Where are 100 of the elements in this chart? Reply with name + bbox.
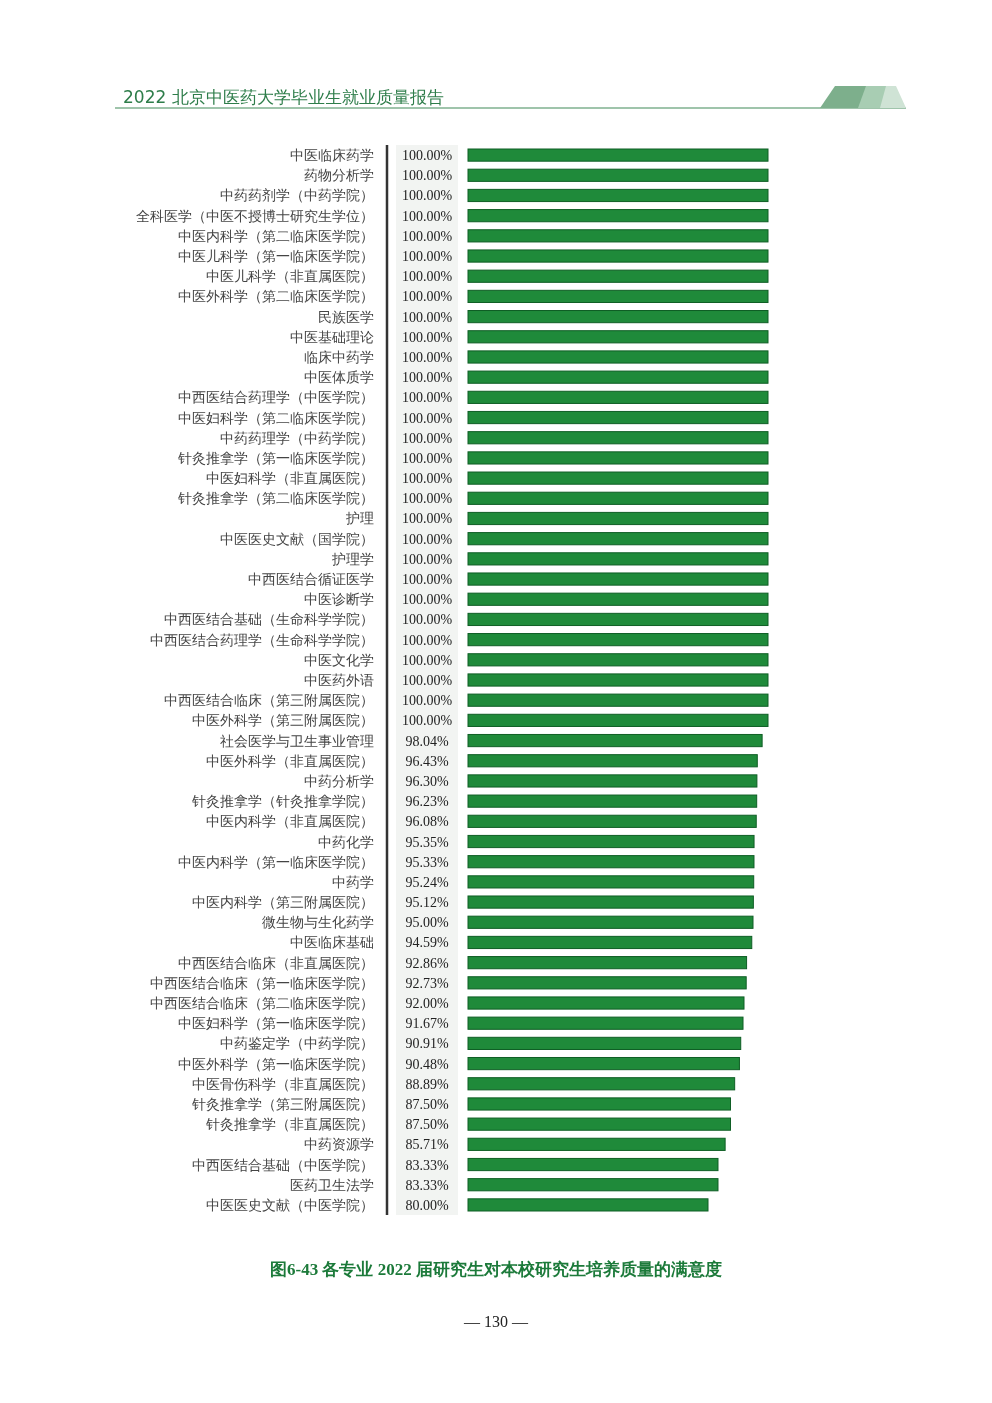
y-tick-label: 民族医学 — [318, 308, 374, 325]
y-tick-label: 社会医学与卫生事业管理 — [220, 732, 374, 749]
data-label: 100.00% — [401, 289, 453, 305]
data-label: 95.24% — [405, 874, 449, 890]
data-label: 92.86% — [405, 955, 449, 971]
y-tick-label: 中药资源学 — [304, 1136, 374, 1153]
y-tick-label: 中医内科学（第一临床医学院） — [178, 853, 374, 870]
y-tick-label: 中医妇科学（非直属医院） — [206, 470, 374, 487]
y-tick-label: 针灸推拿学（第一临床医学院） — [177, 449, 374, 466]
data-label: 88.89% — [405, 1076, 449, 1092]
y-tick-label: 针灸推拿学（第二临床医学院） — [177, 490, 374, 507]
data-label: 80.00% — [405, 1197, 449, 1213]
data-label: 100.00% — [401, 612, 453, 628]
data-label: 100.00% — [401, 349, 453, 365]
data-label: 83.33% — [405, 1177, 449, 1193]
data-label: 96.30% — [405, 773, 449, 789]
y-tick-label: 中药学 — [332, 873, 374, 890]
data-label: 90.91% — [405, 1036, 449, 1052]
data-label: 100.00% — [401, 632, 453, 648]
y-tick-label: 中药药理学（中药学院） — [220, 429, 374, 446]
data-label: 100.00% — [401, 551, 453, 567]
y-tick-label: 中医外科学（非直属医院） — [206, 752, 374, 769]
y-tick-label: 微生物与生化药学 — [262, 914, 374, 931]
data-label: 100.00% — [401, 148, 453, 164]
y-tick-label: 中西医结合临床（第三附属医院） — [164, 692, 374, 709]
data-label: 95.00% — [405, 915, 449, 931]
data-label: 100.00% — [401, 208, 453, 224]
data-label: 100.00% — [401, 531, 453, 547]
data-label: 92.00% — [405, 996, 449, 1012]
data-label: 100.00% — [401, 228, 453, 244]
y-tick-label: 中医药外语 — [304, 672, 374, 688]
data-label: 100.00% — [401, 168, 453, 184]
y-tick-label: 中医外科学（第三附属医院） — [192, 712, 374, 729]
text: — 130 — — [463, 1313, 529, 1330]
y-tick-label: 针灸推拿学（非直属医院） — [205, 1116, 374, 1133]
y-tick-label: 中药化学 — [318, 833, 374, 850]
header: 2022 北京中医药大学毕业生就业质量报告 — [123, 87, 444, 107]
data-label: 100.00% — [401, 693, 453, 709]
data-label: 100.00% — [401, 471, 453, 487]
data-label: 100.00% — [401, 430, 453, 446]
y-tick-label: 全科医学（中医不授博士研究生学位） — [136, 207, 374, 224]
data-label: 100.00% — [401, 249, 453, 265]
data-label: 90.48% — [405, 1056, 449, 1072]
y-tick-label: 中医外科学（第二临床医学院） — [178, 288, 374, 305]
y-tick-label: 中医诊断学 — [304, 591, 374, 608]
y-tick-label: 医药卫生法学 — [290, 1176, 374, 1193]
data-label: 92.73% — [405, 975, 449, 991]
data-label: 100.00% — [401, 592, 453, 608]
data-label: 100.00% — [401, 188, 453, 204]
y-tick-label: 中医临床基础 — [290, 934, 374, 951]
data-label: 95.12% — [405, 895, 449, 911]
data-label: 100.00% — [401, 491, 453, 507]
y-tick-label: 中医文化学 — [304, 651, 374, 668]
y-tick-label: 中医基础理论 — [290, 328, 374, 345]
data-label: 87.50% — [405, 1096, 449, 1112]
data-label: 83.33% — [405, 1157, 449, 1173]
data-label: 100.00% — [401, 713, 453, 729]
y-tick-label: 中医骨伤科学（非直属医院） — [192, 1075, 374, 1092]
title: 图6-43 各专业 2022 届研究生对本校研究生培养质量的满意度 — [270, 1260, 722, 1279]
y-tick-label: 中医外科学（第一临床医学院） — [178, 1055, 374, 1072]
data-label: 100.00% — [401, 450, 453, 466]
data-label: 95.35% — [405, 834, 449, 850]
data-label: 100.00% — [401, 309, 453, 325]
y-tick-label: 中西医结合药理学（生命科学学院） — [150, 631, 374, 648]
y-tick-label: 中医儿科学（第一临床医学院） — [178, 248, 374, 265]
data-label: 98.04% — [405, 733, 449, 749]
data-label: 96.43% — [405, 753, 449, 769]
data-label: 100.00% — [401, 652, 453, 668]
y-tick-label: 中西医结合基础（生命科学学院） — [164, 611, 374, 628]
y-tick-label: 中药鉴定学（中药学院） — [220, 1035, 374, 1052]
data-label: 96.23% — [405, 794, 449, 810]
data-label: 100.00% — [401, 329, 453, 345]
data-label: 100.00% — [401, 572, 453, 588]
data-label: 100.00% — [401, 269, 453, 285]
y-tick-label: 中医医史文献（国学院） — [220, 530, 374, 547]
data-label: 94.59% — [405, 935, 449, 951]
y-tick-label: 中西医结合临床（第一临床医学院） — [150, 974, 374, 991]
y-tick-label: 针灸推拿学（第三附属医院） — [191, 1095, 374, 1112]
y-tick-label: 中西医结合临床（非直属医院） — [178, 954, 374, 971]
data-label: 96.08% — [405, 814, 449, 830]
data-label: 85.71% — [405, 1137, 449, 1153]
data-label: 100.00% — [401, 370, 453, 386]
data-label: 95.33% — [405, 854, 449, 870]
y-tick-label: 中西医结合药理学（中医学院） — [178, 389, 374, 406]
y-tick-label: 中医内科学（非直属医院） — [206, 813, 374, 830]
y-tick-label: 中医妇科学（第一临床医学院） — [178, 1015, 374, 1032]
y-tick-label: 中西医结合循证医学 — [248, 571, 374, 588]
data-label: 100.00% — [401, 673, 453, 688]
y-tick-label: 临床中药学 — [304, 348, 374, 365]
data-label: 100.00% — [401, 410, 453, 426]
data-label: 87.50% — [405, 1117, 449, 1133]
y-tick-label: 针灸推拿学（针灸推拿学院） — [191, 793, 374, 810]
y-tick-label: 中西医结合临床（第二临床医学院） — [150, 995, 374, 1012]
y-tick-label: 中药药剂学（中药学院） — [220, 187, 374, 204]
y-tick-label: 药物分析学 — [304, 167, 374, 184]
y-tick-label: 中医儿科学（非直属医院） — [206, 268, 374, 285]
y-tick-label: 中医内科学（第二临床医学院） — [178, 227, 374, 244]
y-tick-label: 护理学 — [331, 550, 374, 567]
y-tick-label: 中医临床药学 — [290, 147, 374, 164]
data-label: 91.67% — [405, 1016, 449, 1032]
